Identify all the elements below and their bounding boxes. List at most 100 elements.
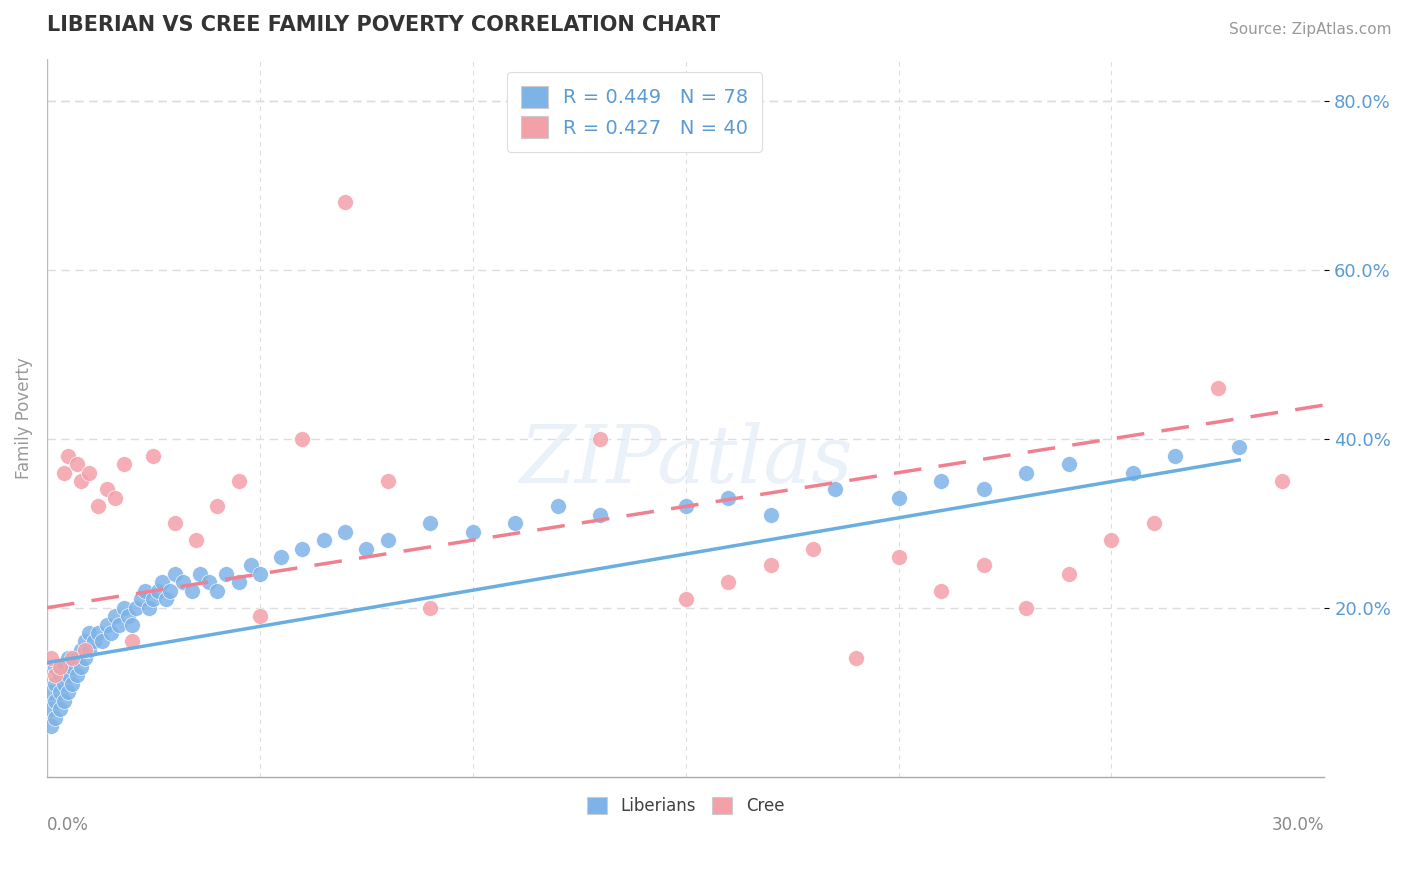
Point	[1227, 440, 1250, 454]
Point	[66, 651, 89, 665]
Point	[70, 660, 93, 674]
Point	[333, 195, 356, 210]
Point	[104, 491, 127, 505]
Point	[56, 668, 79, 682]
Point	[163, 566, 186, 581]
Point	[52, 677, 75, 691]
Point	[717, 575, 740, 590]
Point	[249, 609, 271, 624]
Text: 30.0%: 30.0%	[1272, 816, 1324, 834]
Point	[52, 693, 75, 707]
Point	[87, 626, 110, 640]
Point	[180, 583, 202, 598]
Point	[150, 575, 173, 590]
Point	[117, 609, 139, 624]
Point	[1057, 566, 1080, 581]
Point	[717, 491, 740, 505]
Point	[48, 660, 70, 674]
Text: 0.0%: 0.0%	[46, 816, 89, 834]
Point	[333, 524, 356, 539]
Point	[1271, 474, 1294, 488]
Point	[973, 558, 995, 573]
Point	[1206, 381, 1229, 395]
Point	[377, 533, 399, 548]
Point	[52, 660, 75, 674]
Legend: Liberians, Cree: Liberians, Cree	[581, 790, 792, 822]
Point	[205, 500, 228, 514]
Point	[1057, 457, 1080, 471]
Point	[75, 634, 97, 648]
Point	[52, 466, 75, 480]
Point	[121, 634, 143, 648]
Point	[675, 500, 697, 514]
Point	[228, 474, 250, 488]
Point	[134, 583, 156, 598]
Point	[79, 643, 101, 657]
Point	[96, 617, 118, 632]
Point	[112, 457, 135, 471]
Point	[112, 600, 135, 615]
Point	[129, 592, 152, 607]
Point	[104, 609, 127, 624]
Point	[121, 617, 143, 632]
Point	[62, 677, 84, 691]
Point	[188, 566, 211, 581]
Point	[70, 474, 93, 488]
Point	[142, 592, 165, 607]
Point	[62, 660, 84, 674]
Text: Source: ZipAtlas.com: Source: ZipAtlas.com	[1229, 22, 1392, 37]
Point	[108, 617, 131, 632]
Point	[589, 432, 612, 446]
Point	[79, 626, 101, 640]
Point	[100, 626, 122, 640]
Point	[125, 600, 148, 615]
Point	[39, 719, 62, 733]
Point	[312, 533, 335, 548]
Text: LIBERIAN VS CREE FAMILY POVERTY CORRELATION CHART: LIBERIAN VS CREE FAMILY POVERTY CORRELAT…	[46, 15, 720, 35]
Point	[1101, 533, 1123, 548]
Point	[159, 583, 181, 598]
Point	[589, 508, 612, 522]
Point	[270, 549, 292, 564]
Point	[83, 634, 105, 648]
Point	[44, 693, 66, 707]
Point	[87, 500, 110, 514]
Point	[56, 651, 79, 665]
Text: ZIPatlas: ZIPatlas	[519, 422, 852, 500]
Point	[356, 541, 378, 556]
Point	[48, 685, 70, 699]
Point	[759, 508, 782, 522]
Point	[155, 592, 177, 607]
Point	[39, 651, 62, 665]
Point	[66, 457, 89, 471]
Point	[79, 466, 101, 480]
Point	[249, 566, 271, 581]
Point	[505, 516, 527, 531]
Point	[461, 524, 484, 539]
Point	[1143, 516, 1166, 531]
Point	[75, 651, 97, 665]
Point	[803, 541, 825, 556]
Point	[419, 600, 441, 615]
Point	[66, 668, 89, 682]
Point	[48, 702, 70, 716]
Point	[929, 474, 952, 488]
Point	[419, 516, 441, 531]
Point	[824, 483, 846, 497]
Point	[1122, 466, 1144, 480]
Point	[228, 575, 250, 590]
Point	[291, 432, 314, 446]
Point	[1015, 466, 1038, 480]
Point	[146, 583, 169, 598]
Point	[96, 483, 118, 497]
Point	[205, 583, 228, 598]
Point	[163, 516, 186, 531]
Point	[75, 643, 97, 657]
Point	[675, 592, 697, 607]
Point	[91, 634, 114, 648]
Point	[62, 651, 84, 665]
Point	[215, 566, 238, 581]
Point	[39, 685, 62, 699]
Point	[1164, 449, 1187, 463]
Point	[197, 575, 219, 590]
